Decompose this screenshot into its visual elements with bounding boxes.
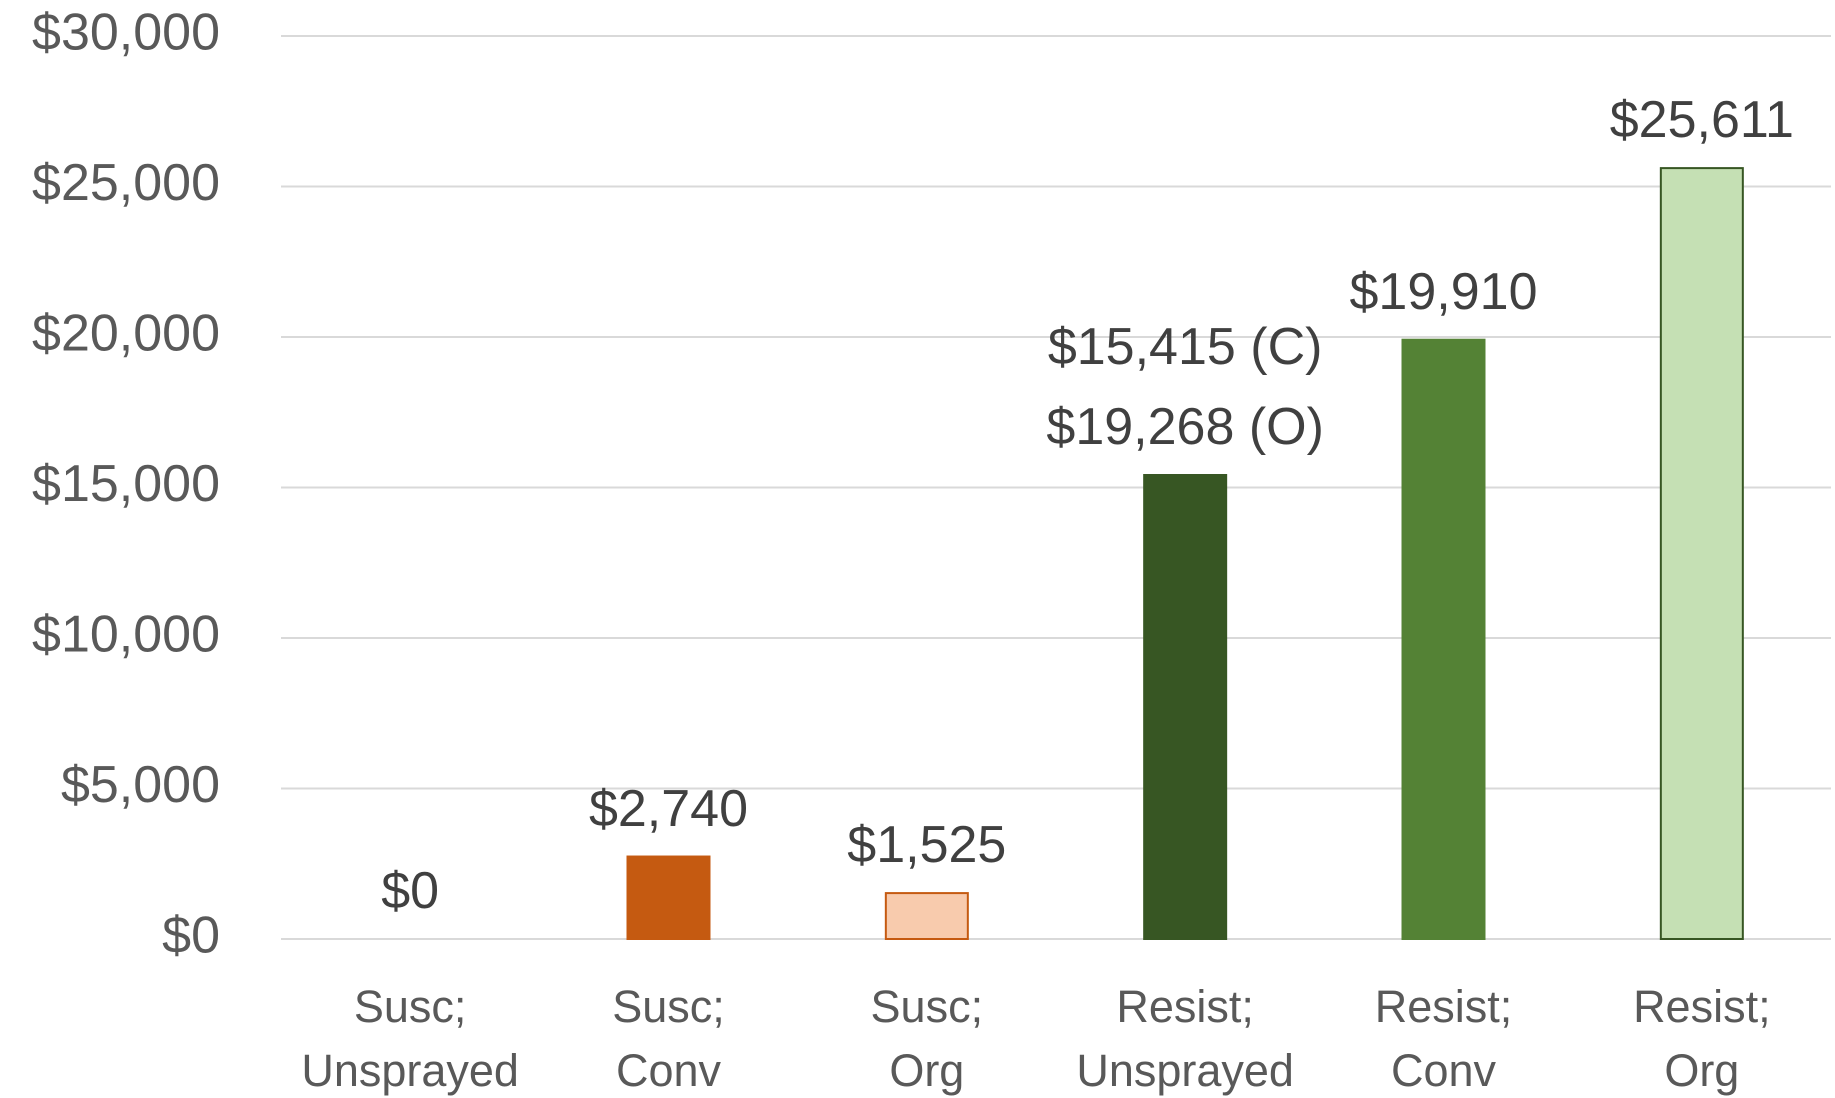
data-label: $1,525: [847, 816, 1007, 875]
x-tick-label: Resist; Conv: [1374, 981, 1513, 1096]
y-tick-label: $15,000: [32, 455, 220, 513]
y-tick-label: $30,000: [32, 4, 220, 62]
bar: [884, 892, 969, 940]
bar: [1659, 167, 1744, 941]
x-tick-label: Resist; Org: [1633, 981, 1771, 1096]
x-tick-label: Susc; Unsprayed: [301, 981, 519, 1096]
y-tick-label: $0: [162, 907, 220, 965]
x-tick-label: Susc; Org: [870, 981, 984, 1096]
data-label: $2,740: [588, 779, 749, 838]
data-label: $19,910: [1349, 262, 1538, 321]
bar: [626, 855, 711, 940]
bar: [1401, 338, 1486, 941]
x-tick-label: Resist; Unsprayed: [1076, 981, 1294, 1096]
data-label: $15,415 (C) $19,268 (O): [1046, 318, 1324, 457]
data-label: $25,611: [1609, 91, 1794, 150]
y-tick-label: $10,000: [32, 606, 220, 664]
y-tick-label: $5,000: [61, 756, 220, 814]
y-tick-label: $20,000: [32, 305, 220, 363]
bar: [1143, 474, 1228, 940]
x-tick-label: Susc; Conv: [612, 981, 725, 1096]
data-label: $0: [381, 862, 440, 920]
y-tick-label: $25,000: [32, 154, 220, 212]
